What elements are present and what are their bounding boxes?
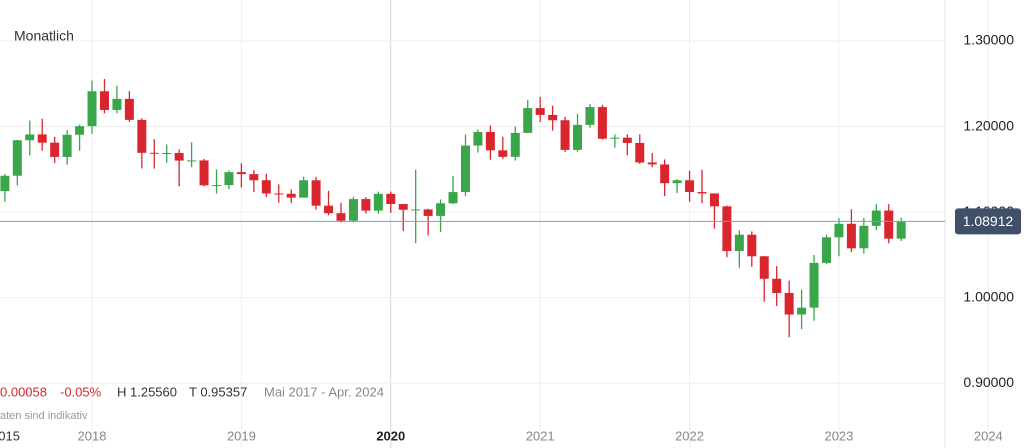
candle-body <box>672 180 682 184</box>
x-tick-label: 2024 <box>974 428 1003 443</box>
candle-body <box>660 164 670 184</box>
candle-body <box>75 126 85 135</box>
candle-body <box>137 119 147 153</box>
candle-body <box>12 140 22 176</box>
candle-body <box>286 193 296 198</box>
candle-body <box>535 108 545 115</box>
candle-body <box>224 172 234 186</box>
candle-body <box>821 237 831 263</box>
candle-body <box>361 199 371 211</box>
candle-body <box>722 206 732 251</box>
candle-body <box>37 134 47 143</box>
candle-body <box>859 225 869 249</box>
candle-body <box>50 142 60 157</box>
candle-body <box>460 145 470 193</box>
candle-body <box>124 98 134 120</box>
y-tick-label: 1.00000 <box>963 288 1014 304</box>
candle-body <box>510 132 520 157</box>
candle-body <box>299 180 309 198</box>
candle-body <box>772 278 782 293</box>
candle-body <box>709 193 719 207</box>
x-tick-label: 2020 <box>376 428 405 443</box>
y-tick-label: 0.90000 <box>963 374 1014 390</box>
y-tick-label: 1.30000 <box>963 32 1014 48</box>
x-tick-label: 015 <box>0 428 20 443</box>
candle-body <box>896 221 906 239</box>
candle-body <box>0 175 10 192</box>
candle-body <box>784 292 794 315</box>
candle-body <box>336 213 346 221</box>
candle-body <box>734 234 744 251</box>
candle-body <box>635 142 645 163</box>
candle-body <box>597 107 607 139</box>
change: 0.00058 <box>0 384 47 399</box>
candle-body <box>87 91 97 127</box>
candle-body <box>25 134 35 141</box>
period-high: H 1.25560 <box>117 384 177 399</box>
x-tick-label: 2018 <box>78 428 107 443</box>
candle-body <box>112 98 122 110</box>
candle-body <box>573 124 583 150</box>
candle-body <box>411 209 421 211</box>
candle-body <box>149 152 159 154</box>
candle-body <box>423 209 433 216</box>
candle-body <box>99 91 109 110</box>
candle-body <box>348 199 358 221</box>
disclaimer: aten sind indikativ <box>0 410 88 422</box>
candle-body <box>448 192 458 204</box>
candle-body <box>274 193 284 195</box>
x-tick-label: 2019 <box>227 428 256 443</box>
candle-body <box>311 180 321 206</box>
candle-body <box>485 131 495 151</box>
candle-body <box>199 160 209 186</box>
candle-body <box>236 172 246 175</box>
candle-body <box>174 152 184 161</box>
candle-body <box>647 162 657 165</box>
x-tick-label: 2022 <box>675 428 704 443</box>
candle-body <box>697 192 707 194</box>
x-tick-label: 2021 <box>526 428 555 443</box>
candle-body <box>685 180 695 193</box>
current-price-label: 1.08912 <box>963 213 1014 229</box>
change-percent: -0.05% <box>60 384 102 399</box>
candle-body <box>436 203 446 216</box>
candle-body <box>809 262 819 308</box>
candle-body <box>324 205 334 214</box>
candle-body <box>560 120 570 150</box>
x-tick-label: 2023 <box>824 428 853 443</box>
current-price-badge <box>955 208 1021 235</box>
candle-body <box>622 137 632 143</box>
period: Mai 2017 - Apr. 2024 <box>264 384 384 399</box>
candle-body <box>759 256 769 279</box>
candle-body <box>373 193 383 211</box>
candle-body <box>261 180 271 194</box>
period-low: T 0.95357 <box>189 384 247 399</box>
candle-body <box>162 152 172 154</box>
candle-body <box>523 108 533 133</box>
candle-body <box>473 131 483 146</box>
candle-body <box>62 134 72 157</box>
candle-body <box>212 185 222 187</box>
candle-body <box>249 174 259 181</box>
candle-body <box>187 160 197 162</box>
candle-body <box>871 210 881 226</box>
candle-body <box>884 210 894 239</box>
candle-body <box>610 137 620 139</box>
interval-label: Monatlich <box>14 28 74 44</box>
y-tick-label: 1.20000 <box>963 117 1014 133</box>
candle-body <box>498 150 508 157</box>
candle-body <box>846 223 856 249</box>
candle-body <box>398 204 408 210</box>
candle-body <box>834 223 844 238</box>
candle-body <box>548 114 558 121</box>
candle-body <box>797 307 807 315</box>
candle-body <box>585 107 595 125</box>
candle-body <box>747 234 757 257</box>
candle-body <box>386 193 396 205</box>
